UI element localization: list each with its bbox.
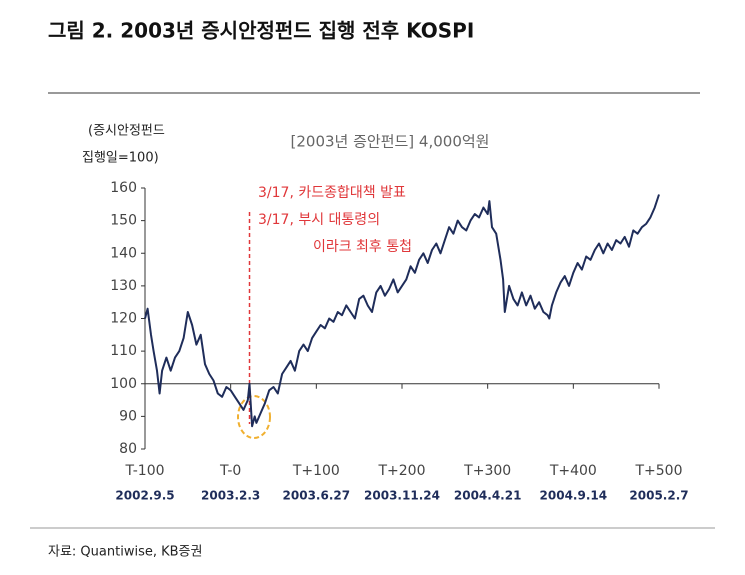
y-tick-label: 110: [110, 343, 137, 359]
x-date-label: 2002.9.5: [115, 489, 174, 503]
chart-title: 그림 2. 2003년 증시안정펀드 집행 전후 KOSPI: [48, 19, 474, 43]
annotation: 3/17, 카드종합대책 발표: [258, 185, 406, 201]
source: 자료: Quantiwise, KB증권: [48, 545, 202, 560]
y-tick-label: 150: [110, 213, 137, 229]
y-axis-label: 집행일=100): [82, 150, 159, 166]
x-date-label: 2005.2.7: [629, 489, 688, 503]
x-tick-label: T+200: [377, 463, 425, 479]
y-tick-label: 100: [110, 376, 137, 392]
annotation: 이라크 최후 통첩: [313, 239, 412, 255]
x-tick-label: T+500: [634, 463, 682, 479]
x-tick-label: T-100: [124, 463, 164, 479]
y-tick-label: 160: [110, 180, 137, 196]
x-tick-label: T+300: [463, 463, 511, 479]
y-tick-label: 140: [110, 245, 137, 261]
x-date-label: 2003.11.24: [364, 489, 440, 503]
y-tick-label: 120: [110, 311, 137, 327]
y-tick-label: 130: [110, 278, 137, 294]
annotation: 3/17, 부시 대통령의: [258, 212, 380, 228]
x-date-label: 2004.9.14: [540, 489, 608, 503]
y-axis-label: (증시안정펀드: [88, 124, 165, 139]
x-tick-label: T-0: [219, 463, 241, 479]
x-tick-label: T+100: [292, 463, 340, 479]
line-series: [144, 194, 660, 428]
x-date-label: 2003.6.27: [283, 489, 351, 503]
x-date-label: 2004.4.21: [454, 489, 522, 503]
highlight-circle: [237, 395, 271, 439]
y-tick-label: 80: [119, 441, 137, 457]
x-date-label: 2003.2.3: [201, 489, 260, 503]
x-tick-label: T+400: [549, 463, 597, 479]
chart-subtitle: [2003년 증안펀드] 4,000억원: [291, 133, 490, 151]
y-tick-label: 90: [119, 408, 137, 424]
